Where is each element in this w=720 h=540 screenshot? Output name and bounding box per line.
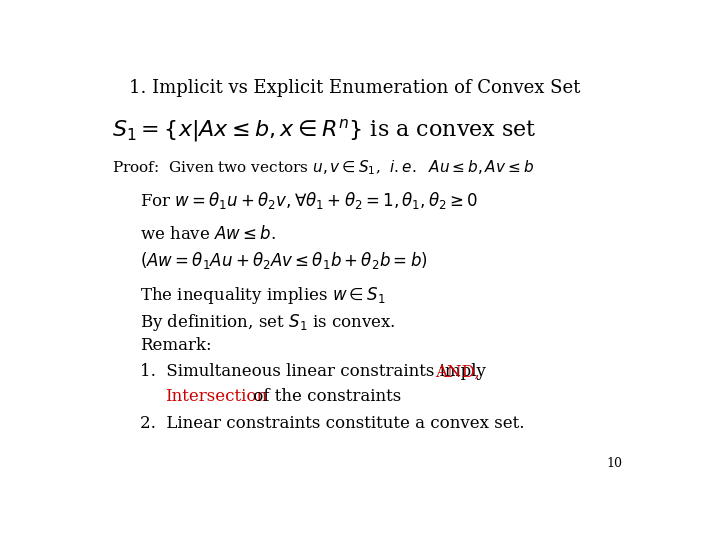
Text: we have $Aw \leq b$.: we have $Aw \leq b$.	[140, 225, 276, 243]
Text: of the constraints: of the constraints	[248, 388, 401, 406]
Text: 2.  Linear constraints constitute a convex set.: 2. Linear constraints constitute a conve…	[140, 415, 525, 432]
Text: 10: 10	[607, 457, 623, 470]
Text: The inequality implies $w \in S_1$: The inequality implies $w \in S_1$	[140, 285, 386, 306]
Text: AND,: AND,	[435, 363, 480, 380]
Text: For $w = \theta_1 u + \theta_2 v, \forall \theta_1 + \theta_2 = 1, \theta_1, \th: For $w = \theta_1 u + \theta_2 v, \foral…	[140, 190, 478, 211]
Text: Remark:: Remark:	[140, 337, 212, 354]
Text: 1.  Simultaneous linear constraints imply: 1. Simultaneous linear constraints imply	[140, 363, 491, 380]
Text: Intersection: Intersection	[166, 388, 267, 406]
Text: By definition, set $S_1$ is convex.: By definition, set $S_1$ is convex.	[140, 312, 396, 333]
Text: $S_1 = \{x|Ax \leq b, x \in R^n\}$ is a convex set: $S_1 = \{x|Ax \leq b, x \in R^n\}$ is a …	[112, 117, 537, 144]
Text: $(Aw = \theta_1 Au + \theta_2 Av \leq \theta_1 b + \theta_2 b = b)$: $(Aw = \theta_1 Au + \theta_2 Av \leq \t…	[140, 250, 428, 271]
Text: 1. Implicit vs Explicit Enumeration of Convex Set: 1. Implicit vs Explicit Enumeration of C…	[129, 79, 580, 97]
Text: Proof:  Given two vectors $u, v \in S_1$,  $i.e.$  $Au \leq b, Av \leq b$: Proof: Given two vectors $u, v \in S_1$,…	[112, 158, 534, 177]
